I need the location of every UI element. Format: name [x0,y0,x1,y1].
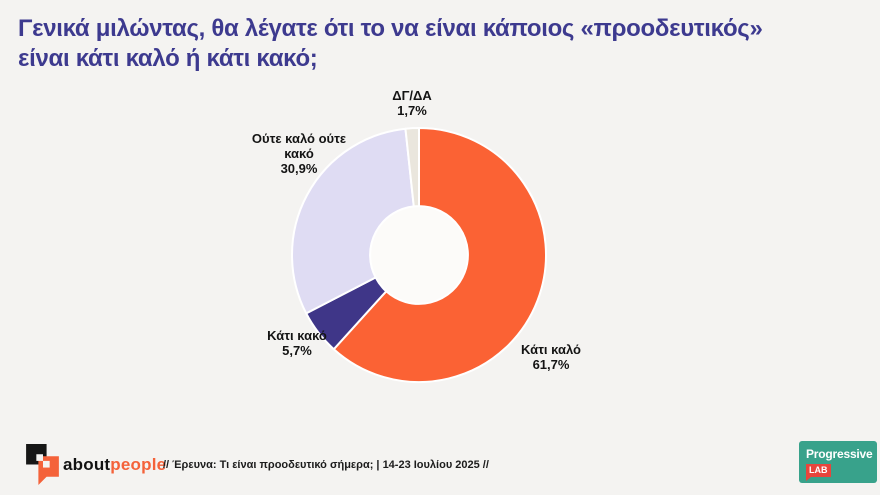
brand-about-text: about [63,455,111,474]
progressive-lab-name: Progressive [806,447,873,461]
chart-label-kako-name: Κάτι κακό [267,328,327,343]
chart-label-dgda-value: 1,7% [397,103,427,118]
donut-center-hole [370,206,468,304]
chart-label-kati-kako: Κάτι κακό 5,7% [249,328,345,358]
chart-label-kalo-name: Κάτι καλό [521,342,581,357]
chart-label-dgda-name: ΔΓ/ΔΑ [392,88,432,103]
progressive-lab-badge: LAB [806,464,831,481]
aboutpeople-logo-icon [26,444,59,485]
chart-label-oute-name: Ούτε καλό ούτε κακό [251,131,347,161]
brand-people-text: people [110,455,167,474]
donut-segment-3 [404,126,420,208]
chart-label-oute-kalo-oute-kako: Ούτε καλό ούτε κακό 30,9% [251,131,347,176]
donut-chart [291,126,547,383]
chart-label-kako-value: 5,7% [282,343,312,358]
chart-label-kati-kalo: Κάτι καλό 61,7% [503,342,599,372]
page-title-line1: Γενικά μιλώντας, θα λέγατε ότι το να είν… [18,15,763,42]
page-title: Γενικά μιλώντας, θα λέγατε ότι το να είν… [18,14,864,74]
page-title-line2: είναι κάτι καλό ή κάτι κακό; [18,45,318,72]
chart-label-dgda: ΔΓ/ΔΑ 1,7% [364,88,460,118]
survey-note: // Έρευνα: Τι είναι προοδευτικό σήμερα; … [163,459,489,471]
chart-label-oute-value: 30,9% [280,161,318,176]
progressive-lab-logo: Progressive LAB [799,441,877,483]
aboutpeople-wordmark: aboutpeople [63,455,166,475]
donut-segment-2 [291,127,415,315]
chart-label-kalo-value: 61,7% [532,357,570,372]
donut-segment-0 [332,127,547,383]
